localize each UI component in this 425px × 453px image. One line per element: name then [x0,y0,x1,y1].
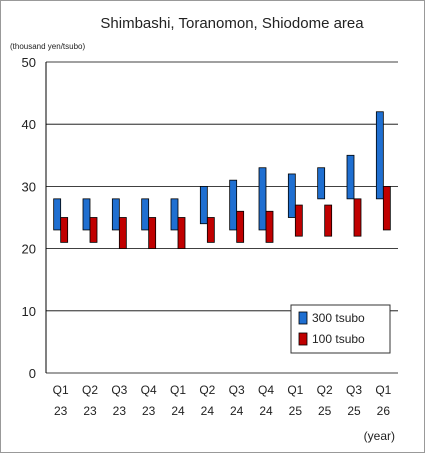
x-tick-year: 25 [347,404,361,418]
y-axis-ticks: 0 10 20 30 40 50 [22,55,36,381]
bar-100-tsubo [294,204,303,237]
x-tick-quarter: Q1 [53,383,69,397]
y-axis-unit-label: (thousand yen/tsubo) [10,42,85,51]
bar-300-tsubo [375,111,384,200]
x-axis-ticks: Q1 23 Q2 23 Q3 23 Q4 23 Q1 24 Q2 24 Q3 24 Q4 24 Q1 25 Q2 25… [53,383,392,418]
bar-100-tsubo [265,210,274,243]
bar-100-tsubo [382,185,391,231]
x-tick-quarter: Q1 [375,383,391,397]
x-tick-quarter: Q2 [317,383,333,397]
x-tick-year: 25 [289,404,303,418]
bar-100-tsubo [236,210,245,243]
bar-300-tsubo [53,198,62,231]
bars [53,111,391,250]
x-tick-quarter: Q1 [287,383,303,397]
bar-300-tsubo [141,198,150,231]
x-axis-label: (year) [364,429,395,443]
chart-title: Shimbashi, Toranomon, Shiodome area [100,15,364,32]
x-tick-quarter: Q2 [82,383,98,397]
x-tick-quarter: Q4 [141,383,157,397]
bar-300-tsubo [111,198,120,231]
y-tick-label: 40 [22,117,36,132]
y-tick-label: 30 [22,179,36,194]
legend-swatch-300-tsubo [298,311,308,325]
x-tick-year: 23 [113,404,127,418]
x-tick-year: 23 [142,404,156,418]
legend-label-100-tsubo: 100 tsubo [312,332,365,346]
bar-300-tsubo [317,167,326,200]
x-tick-quarter: Q1 [170,383,186,397]
bar-100-tsubo [324,204,333,237]
x-tick-year: 24 [201,404,215,418]
y-tick-label: 50 [22,55,36,70]
y-tick-label: 10 [22,304,36,319]
x-tick-year: 24 [171,404,185,418]
bar-100-tsubo [177,217,186,250]
bar-300-tsubo [258,167,267,231]
x-tick-quarter: Q3 [111,383,127,397]
x-tick-quarter: Q3 [229,383,245,397]
x-tick-quarter: Q2 [199,383,215,397]
x-tick-quarter: Q3 [346,383,362,397]
bar-300-tsubo [229,179,238,231]
y-tick-label: 20 [22,242,36,257]
bar-300-tsubo [170,198,179,231]
x-tick-year: 25 [318,404,332,418]
x-tick-year: 23 [54,404,68,418]
x-tick-year: 23 [83,404,97,418]
x-tick-quarter: Q4 [258,383,274,397]
bar-100-tsubo [206,217,215,243]
x-tick-year: 26 [377,404,391,418]
bar-300-tsubo [199,185,208,225]
bar-100-tsubo [118,217,127,250]
bar-100-tsubo [353,198,362,237]
legend: 300 tsubo 100 tsubo [290,304,391,354]
bar-100-tsubo [89,217,98,243]
x-tick-year: 24 [230,404,244,418]
bar-100-tsubo [60,217,69,243]
legend-box [290,304,391,354]
bar-300-tsubo [346,154,355,200]
bar-300-tsubo [82,198,91,231]
bar-300-tsubo [287,173,296,218]
legend-label-300-tsubo: 300 tsubo [312,311,365,325]
bar-100-tsubo [148,217,157,250]
x-tick-year: 24 [259,404,273,418]
y-tick-label: 0 [29,366,36,381]
legend-swatch-100-tsubo [298,332,308,346]
